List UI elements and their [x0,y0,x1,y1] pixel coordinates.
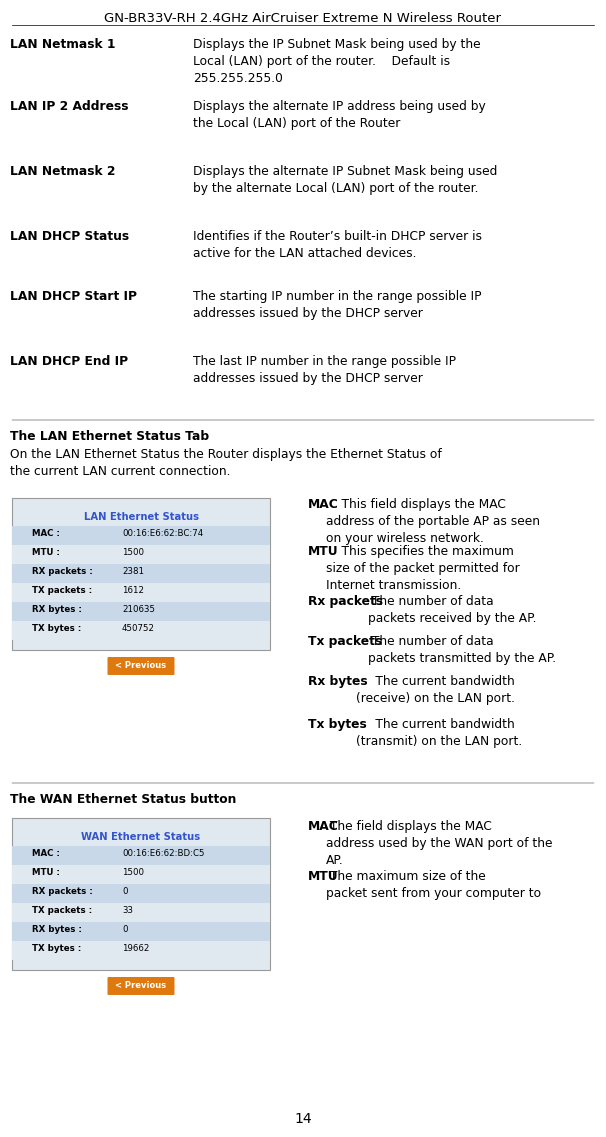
Text: MTU :: MTU : [32,868,60,877]
Text: The LAN Ethernet Status Tab: The LAN Ethernet Status Tab [10,430,209,443]
Bar [12,941,270,960]
Bar [12,564,270,583]
Text: Identifies if the Router’s built-in DHCP server is
active for the LAN attached d: Identifies if the Router’s built-in DHCP… [193,230,482,260]
Text: This specifies the maximum
size of the packet permitted for
Internet transmissio: This specifies the maximum size of the p… [326,545,520,592]
Bar [12,583,270,601]
Text: This field displays the MAC
address of the portable AP as seen
on your wireless : This field displays the MAC address of t… [326,498,540,545]
Bar [12,621,270,640]
Bar [12,903,270,922]
Text: TX bytes :: TX bytes : [32,944,81,953]
Text: MTU: MTU [308,870,339,883]
Bar [12,865,270,883]
Text: 00:16:E6:62:BD:C5: 00:16:E6:62:BD:C5 [122,849,204,858]
Text: 2381: 2381 [122,567,144,576]
Text: TX packets :: TX packets : [32,906,92,915]
Text: The last IP number in the range possible IP
addresses issued by the DHCP server: The last IP number in the range possible… [193,355,456,385]
Text: 14: 14 [294,1112,312,1126]
Text: The maximum size of the
packet sent from your computer to: The maximum size of the packet sent from… [326,870,541,901]
Text: TX packets :: TX packets : [32,586,92,595]
Text: 0: 0 [122,887,127,896]
Text: Displays the alternate IP Subnet Mask being used
by the alternate Local (LAN) po: Displays the alternate IP Subnet Mask be… [193,165,498,196]
Text: LAN Ethernet Status: LAN Ethernet Status [84,512,199,522]
Text: RX bytes :: RX bytes : [32,926,82,933]
Text: The starting IP number in the range possible IP
addresses issued by the DHCP ser: The starting IP number in the range poss… [193,290,482,319]
Text: < Previous: < Previous [115,662,167,671]
Bar [12,883,270,903]
Bar [12,922,270,941]
Text: MTU :: MTU : [32,548,60,557]
Bar [12,526,270,545]
Text: MAC :: MAC : [32,849,60,858]
Text: RX packets :: RX packets : [32,887,93,896]
Text: LAN DHCP End IP: LAN DHCP End IP [10,355,128,368]
Text: WAN Ethernet Status: WAN Ethernet Status [81,832,201,843]
Text: MAC :: MAC : [32,529,60,538]
Text: 19662: 19662 [122,944,149,953]
Text: LAN Netmask 1: LAN Netmask 1 [10,38,116,51]
Text: Displays the alternate IP address being used by
the Local (LAN) port of the Rout: Displays the alternate IP address being … [193,100,486,130]
Text: 1500: 1500 [122,548,144,557]
Text: The WAN Ethernet Status button: The WAN Ethernet Status button [10,792,236,806]
Text: The current bandwidth
(receive) on the LAN port.: The current bandwidth (receive) on the L… [356,675,515,705]
Text: RX bytes :: RX bytes : [32,605,82,614]
Bar [12,545,270,564]
Text: TX bytes :: TX bytes : [32,624,81,633]
Text: 1500: 1500 [122,868,144,877]
Text: Tx bytes: Tx bytes [308,717,367,731]
Text: 0: 0 [122,926,127,933]
Text: < Previous: < Previous [115,981,167,990]
Text: Rx bytes: Rx bytes [308,675,368,688]
Text: MTU: MTU [308,545,339,558]
Text: The number of data
packets transmitted by the AP.: The number of data packets transmitted b… [368,634,556,665]
Text: 00:16:E6:62:BC:74: 00:16:E6:62:BC:74 [122,529,203,538]
Text: On the LAN Ethernet Status the Router displays the Ethernet Status of
the curren: On the LAN Ethernet Status the Router di… [10,448,442,478]
Text: The current bandwidth
(transmit) on the LAN port.: The current bandwidth (transmit) on the … [356,717,522,748]
FancyBboxPatch shape [107,657,175,675]
Text: MAC: MAC [308,498,339,511]
Text: 1612: 1612 [122,586,144,595]
Text: MAC: MAC [308,820,339,833]
Bar [12,818,270,970]
Bar [12,846,270,865]
Text: 210635: 210635 [122,605,155,614]
Text: GN-BR33V-RH 2.4GHz AirCruiser Extreme N Wireless Router: GN-BR33V-RH 2.4GHz AirCruiser Extreme N … [104,13,502,25]
Text: Rx packets: Rx packets [308,595,383,608]
Bar [12,498,270,650]
Text: LAN DHCP Start IP: LAN DHCP Start IP [10,290,137,302]
Text: Displays the IP Subnet Mask being used by the
Local (LAN) port of the router.   : Displays the IP Subnet Mask being used b… [193,38,481,85]
Text: 33: 33 [122,906,133,915]
FancyBboxPatch shape [107,977,175,995]
Text: LAN DHCP Status: LAN DHCP Status [10,230,129,243]
Text: 450752: 450752 [122,624,155,633]
Text: RX packets :: RX packets : [32,567,93,576]
Text: LAN Netmask 2: LAN Netmask 2 [10,165,116,179]
Text: Tx packets: Tx packets [308,634,382,648]
Bar [12,601,270,621]
Text: LAN IP 2 Address: LAN IP 2 Address [10,100,128,113]
Text: The field displays the MAC
address used by the WAN port of the
AP.: The field displays the MAC address used … [326,820,553,868]
Text: The number of data
packets received by the AP.: The number of data packets received by t… [368,595,536,625]
